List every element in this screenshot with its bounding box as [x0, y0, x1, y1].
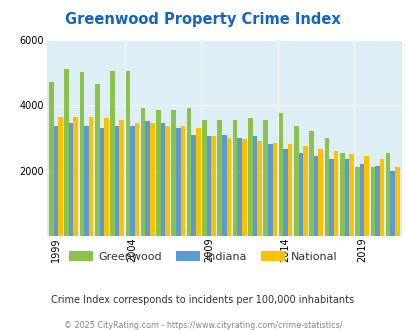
Bar — [115, 126, 119, 236]
Bar — [217, 120, 222, 236]
Bar — [390, 171, 394, 236]
Bar — [237, 138, 241, 236]
Bar — [104, 118, 109, 236]
Bar — [364, 156, 368, 236]
Bar — [293, 126, 298, 236]
Bar — [370, 167, 374, 236]
Bar — [339, 152, 344, 236]
Bar — [69, 123, 73, 236]
Bar — [202, 120, 206, 236]
Bar — [79, 72, 84, 236]
Bar — [156, 110, 160, 236]
Bar — [287, 144, 292, 236]
Bar — [257, 141, 261, 236]
Bar — [283, 149, 287, 236]
Bar — [252, 136, 257, 236]
Bar — [64, 69, 69, 236]
Bar — [160, 123, 165, 236]
Bar — [134, 123, 139, 236]
Bar — [333, 151, 337, 236]
Bar — [119, 120, 124, 236]
Bar — [110, 71, 115, 236]
Text: Crime Index corresponds to incidents per 100,000 inhabitants: Crime Index corresponds to incidents per… — [51, 295, 354, 305]
Bar — [171, 110, 176, 236]
Bar — [165, 126, 170, 236]
Bar — [145, 121, 150, 236]
Bar — [379, 159, 384, 236]
Bar — [125, 71, 130, 236]
Bar — [328, 159, 333, 236]
Bar — [385, 152, 390, 236]
Bar — [267, 144, 272, 236]
Bar — [222, 135, 226, 236]
Bar — [318, 149, 322, 236]
Bar — [303, 146, 307, 236]
Bar — [150, 123, 154, 236]
Bar — [180, 126, 185, 236]
Bar — [130, 126, 134, 236]
Bar — [298, 152, 303, 236]
Bar — [186, 108, 191, 236]
Bar — [374, 166, 379, 236]
Bar — [278, 113, 283, 236]
Text: © 2025 CityRating.com - https://www.cityrating.com/crime-statistics/: © 2025 CityRating.com - https://www.city… — [64, 321, 341, 330]
Bar — [309, 131, 313, 236]
Bar — [247, 118, 252, 236]
Bar — [53, 126, 58, 236]
Bar — [263, 120, 267, 236]
Bar — [73, 116, 78, 236]
Bar — [394, 167, 399, 236]
Bar — [354, 167, 359, 236]
Bar — [348, 154, 353, 236]
Bar — [58, 116, 63, 236]
Bar — [89, 116, 93, 236]
Bar — [344, 159, 348, 236]
Bar — [226, 138, 230, 236]
Bar — [84, 126, 89, 236]
Bar — [211, 136, 215, 236]
Bar — [95, 84, 99, 236]
Bar — [49, 82, 53, 236]
Bar — [359, 164, 364, 236]
Bar — [191, 135, 196, 236]
Bar — [196, 128, 200, 236]
Bar — [176, 128, 180, 236]
Text: Greenwood Property Crime Index: Greenwood Property Crime Index — [65, 12, 340, 26]
Bar — [141, 108, 145, 236]
Bar — [99, 128, 104, 236]
Bar — [272, 143, 277, 236]
Legend: Greenwood, Indiana, National: Greenwood, Indiana, National — [64, 247, 341, 267]
Bar — [324, 138, 328, 236]
Bar — [241, 139, 246, 236]
Bar — [232, 120, 237, 236]
Bar — [313, 156, 318, 236]
Bar — [206, 136, 211, 236]
